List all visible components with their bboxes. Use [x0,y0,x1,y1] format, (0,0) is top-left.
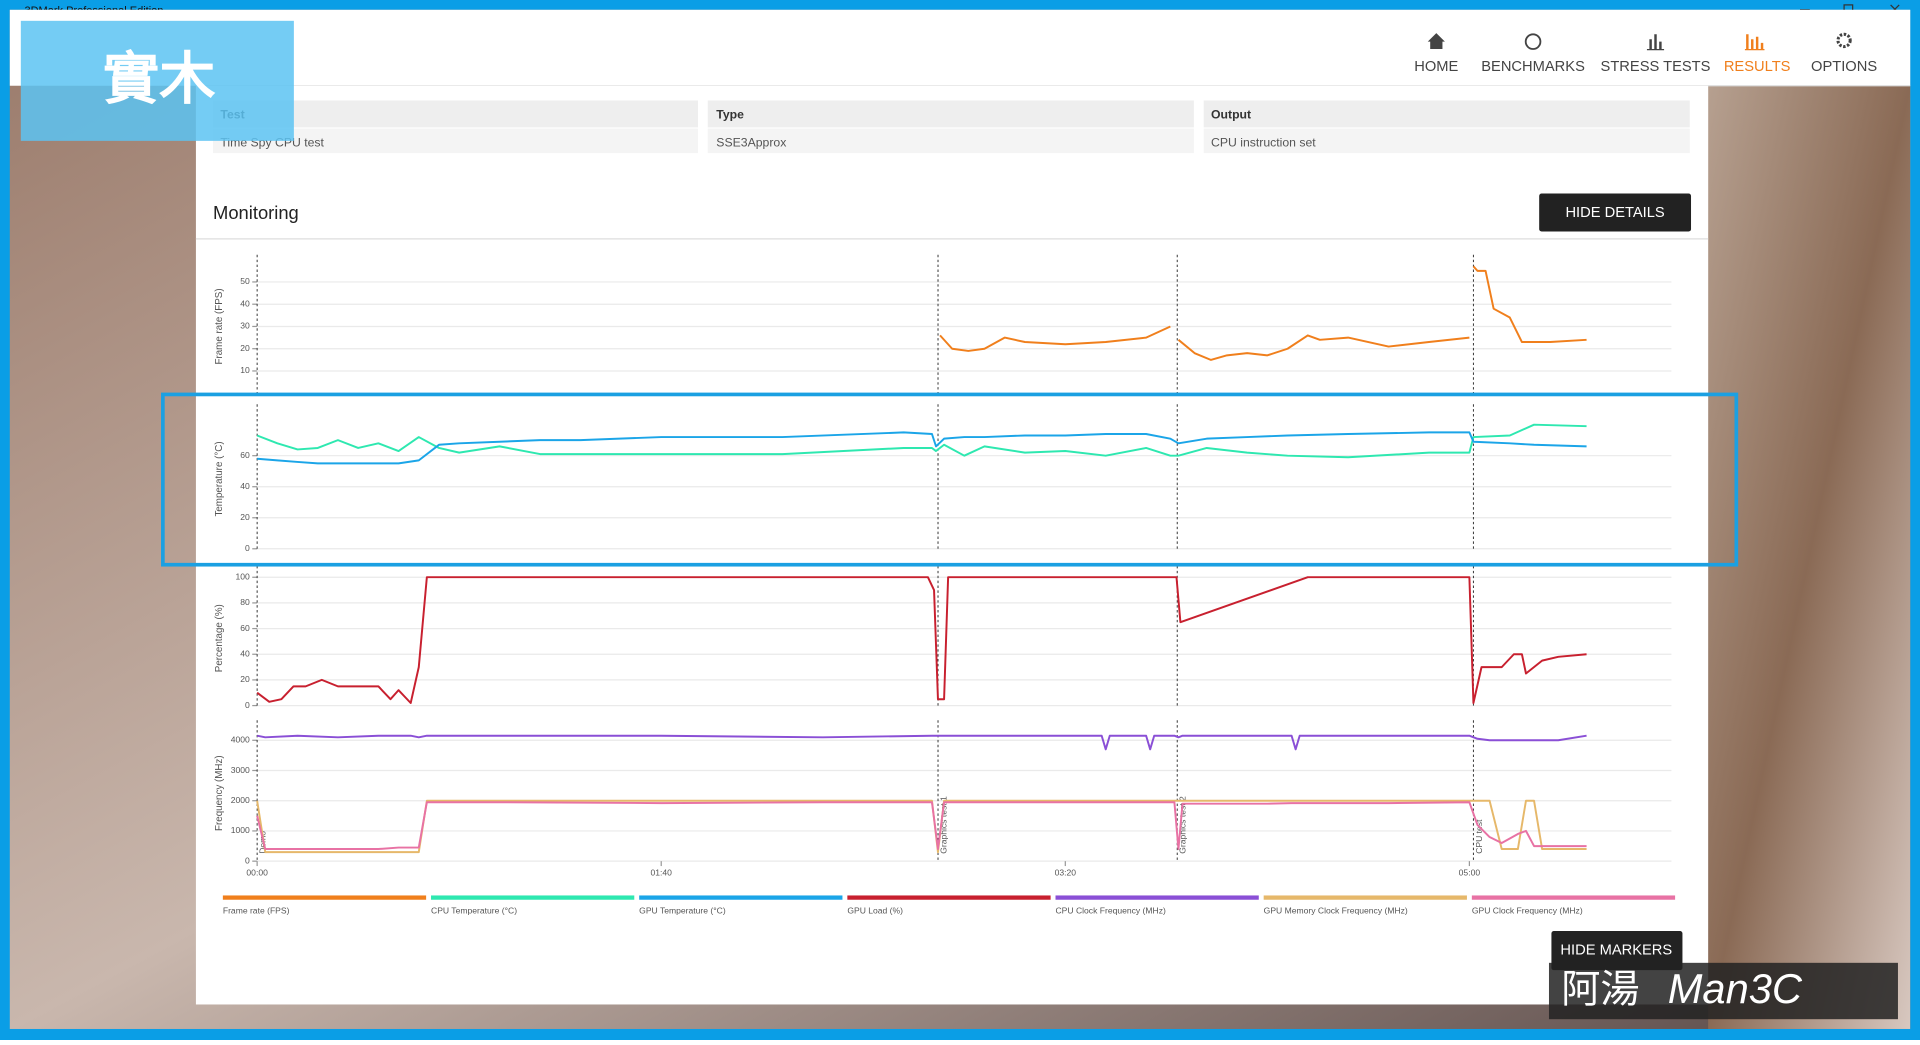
hide-details-button[interactable]: HIDE DETAILS [1539,193,1692,232]
watermark-box [1548,962,1898,1020]
marker-label: Graphics test 2 [1178,796,1188,854]
legend-label: GPU Temperature (°C) [639,906,726,916]
legend-swatch [1471,895,1676,900]
x-tick-label: 03:20 [1055,868,1077,878]
nav-item[interactable]: HOME [1414,59,1458,75]
content-panel [195,85,1709,1005]
y-tick-label: 1000 [231,825,250,835]
charts: Frame rate (FPS) 10 20 30 40 50 Frame rate (FP… [214,254,1676,916]
legend-label: GPU Clock Frequency (MHz) [1472,906,1583,916]
legend-label: GPU Memory Clock Frequency (MHz) [1264,906,1408,916]
section-title: Monitoring [213,202,299,223]
detail-value: CPU instruction set [1211,136,1316,150]
y-tick-label: 30 [240,321,250,331]
highlight-box [161,392,1739,567]
y-tick-label: 40 [240,298,250,308]
legend-swatch [222,895,427,900]
y-tick-label: 60 [240,450,250,460]
button-bg[interactable] [1539,193,1692,232]
y-tick-label: 0 [245,543,250,553]
y-tick-label: 2000 [231,795,250,805]
x-tick-label: 00:00 [246,868,268,878]
legend-swatch [639,895,843,900]
nav-bar [9,9,1911,86]
details-table [213,100,1690,154]
legend-label: CPU Clock Frequency (MHz) [1056,906,1167,916]
detail-value: SSE3Approx [716,136,786,150]
nav-item[interactable]: BENCHMARKS [1481,59,1585,75]
watermark-box [20,20,294,141]
y-axis-label: Frame rate (FPS) [214,288,225,364]
button-label[interactable]: HIDE MARKERS [1560,942,1672,958]
series-line [256,801,1587,851]
series-line [256,734,1587,751]
series-line [256,799,1587,854]
nav-item[interactable]: OPTIONS [1811,59,1877,75]
legend-label: CPU Temperature (°C) [431,906,517,916]
watermark: 阿湯 [1561,969,1639,1012]
marker-label: Demo [258,831,268,854]
marker-label: Graphics test 1 [938,796,948,854]
y-tick-label: 20 [240,674,250,684]
legend-swatch [431,895,635,900]
y-tick-label: 0 [245,700,250,710]
y-tick-label: 20 [240,512,250,522]
y-tick-label: 60 [240,623,250,633]
y-tick-label: 3000 [231,765,250,775]
y-axis-label: Frequency (MHz) [214,755,225,831]
watermark: Man3C [1668,965,1803,1012]
y-tick-label: 40 [240,481,250,491]
series-line [256,576,1587,704]
y-axis-label: Temperature (°C) [214,441,225,516]
series-line [256,423,1587,459]
x-tick-label: 01:40 [651,868,673,878]
y-tick-label: 20 [240,343,250,353]
series-line [257,431,1587,465]
button-bg[interactable] [1551,930,1683,971]
legend-swatch [1263,895,1467,900]
button-label[interactable]: HIDE DETAILS [1565,205,1664,221]
background-photo-right [1708,85,1911,1029]
x-tick-label: 05:00 [1459,868,1481,878]
y-tick-label: 0 [245,855,250,865]
legend-swatch [1055,895,1259,900]
y-tick-label: 50 [240,276,250,286]
y-tick-label: 10 [240,365,250,375]
hide-markers-button[interactable]: HIDE MARKERS [1551,930,1683,971]
watermark: 實木 [103,47,216,110]
legend-label: Frame rate (FPS) [223,906,290,916]
nav-item[interactable]: RESULTS [1724,59,1791,75]
legend-swatch [847,895,1051,900]
nav: HOME BENCHMARKS STRESS TESTS RESULTS OPTIONS [1414,59,1877,75]
series-line [939,265,1587,361]
nav-item[interactable]: STRESS TESTS [1601,59,1711,75]
legend-label: GPU Load (%) [847,906,903,916]
detail-label: Output [1211,107,1251,121]
y-axis-label: Percentage (%) [214,604,225,672]
nav-icons [1427,32,1852,51]
marker-label: CPU test [1474,819,1484,854]
y-tick-label: 100 [236,572,251,582]
y-tick-label: 40 [240,649,250,659]
detail-label: Type [716,107,744,121]
y-tick-label: 4000 [231,735,250,745]
y-tick-label: 80 [240,597,250,607]
